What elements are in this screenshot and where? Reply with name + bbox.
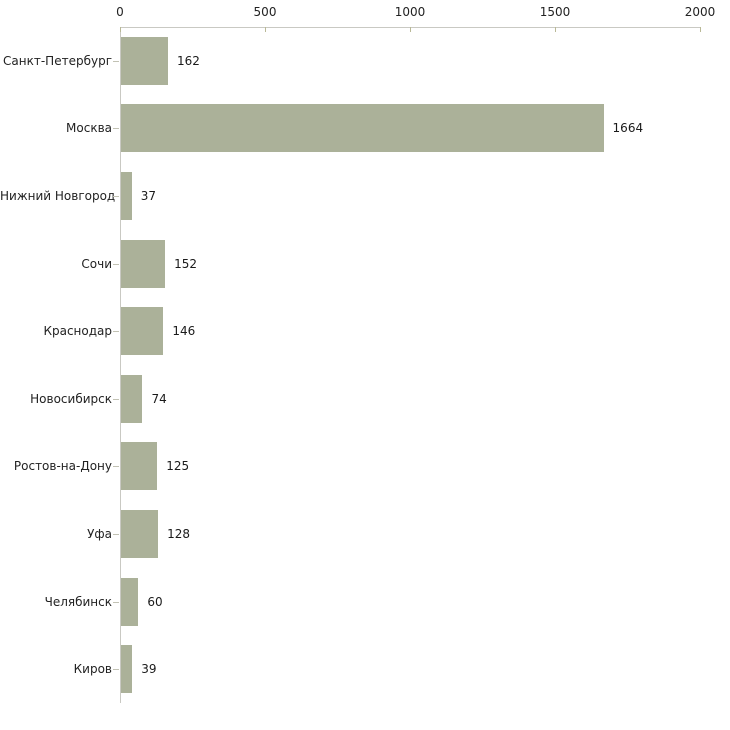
bar-0 <box>121 36 168 85</box>
x-axis-tick-label: 1500 <box>539 5 571 19</box>
category-label: Москва <box>66 121 112 136</box>
bar-8 <box>121 577 139 626</box>
category-label: Киров <box>73 662 112 677</box>
y-axis-tick-mark <box>113 466 119 468</box>
bar-5 <box>121 374 143 423</box>
category-label: Ростов-на-Дону <box>13 459 112 474</box>
value-label: 60 <box>147 594 163 609</box>
y-axis-tick-mark <box>113 669 119 671</box>
value-label: 125 <box>166 459 190 474</box>
x-axis-tick-label: 0 <box>116 5 124 19</box>
x-axis-tick-label: 1000 <box>394 5 426 19</box>
category-label: Краснодар <box>43 324 112 339</box>
category-label: Нижний Новгород <box>0 189 116 203</box>
value-label: 152 <box>174 256 197 271</box>
value-label: 162 <box>176 53 200 68</box>
x-axis-tick-label: 500 <box>253 5 277 19</box>
bar-2 <box>121 172 132 220</box>
value-label: 146 <box>172 324 196 339</box>
bar-9 <box>121 645 133 694</box>
y-axis-tick-mark <box>113 534 119 535</box>
value-label: 1664 <box>612 121 644 136</box>
y-axis-tick-mark <box>113 196 119 197</box>
bar-3 <box>121 239 166 288</box>
category-label: Уфа <box>87 527 112 541</box>
y-axis-tick-mark <box>113 398 119 400</box>
x-axis-tick-mark <box>555 27 556 32</box>
value-label: 74 <box>151 391 167 406</box>
y-axis-tick-mark <box>113 60 119 62</box>
category-label: Челябинск <box>44 594 112 609</box>
y-axis-tick-mark <box>113 601 119 603</box>
y-axis-tick-mark <box>113 128 119 130</box>
y-axis-tick-mark <box>113 331 119 333</box>
bar-6 <box>121 442 158 491</box>
bar-4 <box>121 307 164 356</box>
x-axis-tick-mark <box>700 27 701 32</box>
value-label: 39 <box>141 662 157 677</box>
value-label: 37 <box>140 189 156 203</box>
x-axis-tick-mark <box>265 27 266 32</box>
category-label: Новосибирск <box>30 391 112 406</box>
bar-7 <box>121 510 159 558</box>
x-axis-tick-label: 2000 <box>684 5 716 19</box>
category-label: Сочи <box>81 256 112 271</box>
category-label: Санкт-Петербург <box>3 53 112 68</box>
x-axis-tick-mark <box>120 27 121 32</box>
value-label: 128 <box>167 527 191 541</box>
bar-1 <box>121 104 604 153</box>
x-axis-tick-mark <box>410 27 411 32</box>
y-axis-tick-mark <box>113 263 119 265</box>
